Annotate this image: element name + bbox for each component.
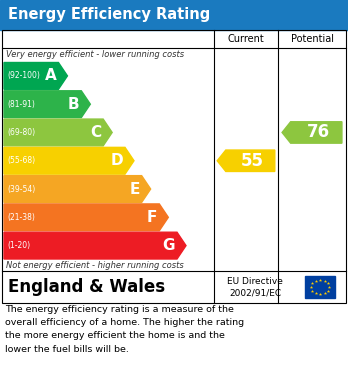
- Text: G: G: [163, 238, 175, 253]
- Text: (21-38): (21-38): [7, 213, 35, 222]
- Polygon shape: [282, 122, 342, 143]
- Text: EU Directive: EU Directive: [227, 277, 283, 286]
- Text: Current: Current: [228, 34, 264, 44]
- Text: A: A: [45, 68, 56, 83]
- Bar: [2, 30, 346, 303]
- Text: 2002/91/EC: 2002/91/EC: [229, 288, 281, 297]
- Text: (55-68): (55-68): [7, 156, 35, 165]
- Polygon shape: [4, 119, 112, 146]
- Text: (69-80): (69-80): [7, 128, 35, 137]
- Text: Not energy efficient - higher running costs: Not energy efficient - higher running co…: [6, 260, 184, 269]
- Text: (81-91): (81-91): [7, 100, 35, 109]
- Polygon shape: [4, 176, 151, 203]
- Bar: [305, 276, 335, 298]
- Text: (39-54): (39-54): [7, 185, 35, 194]
- Text: (92-100): (92-100): [7, 72, 40, 81]
- Polygon shape: [4, 232, 186, 259]
- Text: Energy Efficiency Rating: Energy Efficiency Rating: [8, 7, 210, 23]
- Text: 55: 55: [240, 152, 263, 170]
- Text: (1-20): (1-20): [7, 241, 30, 250]
- Polygon shape: [4, 91, 90, 118]
- Polygon shape: [217, 150, 275, 172]
- Polygon shape: [4, 63, 68, 89]
- Text: F: F: [147, 210, 157, 225]
- Text: E: E: [129, 181, 140, 197]
- Text: B: B: [68, 97, 79, 112]
- Text: C: C: [90, 125, 101, 140]
- Polygon shape: [4, 147, 134, 174]
- Text: England & Wales: England & Wales: [8, 278, 165, 296]
- Text: 76: 76: [307, 124, 330, 142]
- Text: Very energy efficient - lower running costs: Very energy efficient - lower running co…: [6, 50, 184, 59]
- Text: The energy efficiency rating is a measure of the
overall efficiency of a home. T: The energy efficiency rating is a measur…: [5, 305, 244, 353]
- Bar: [0, 0, 348, 30]
- Text: D: D: [110, 153, 123, 168]
- Polygon shape: [4, 204, 168, 231]
- Text: Potential: Potential: [291, 34, 333, 44]
